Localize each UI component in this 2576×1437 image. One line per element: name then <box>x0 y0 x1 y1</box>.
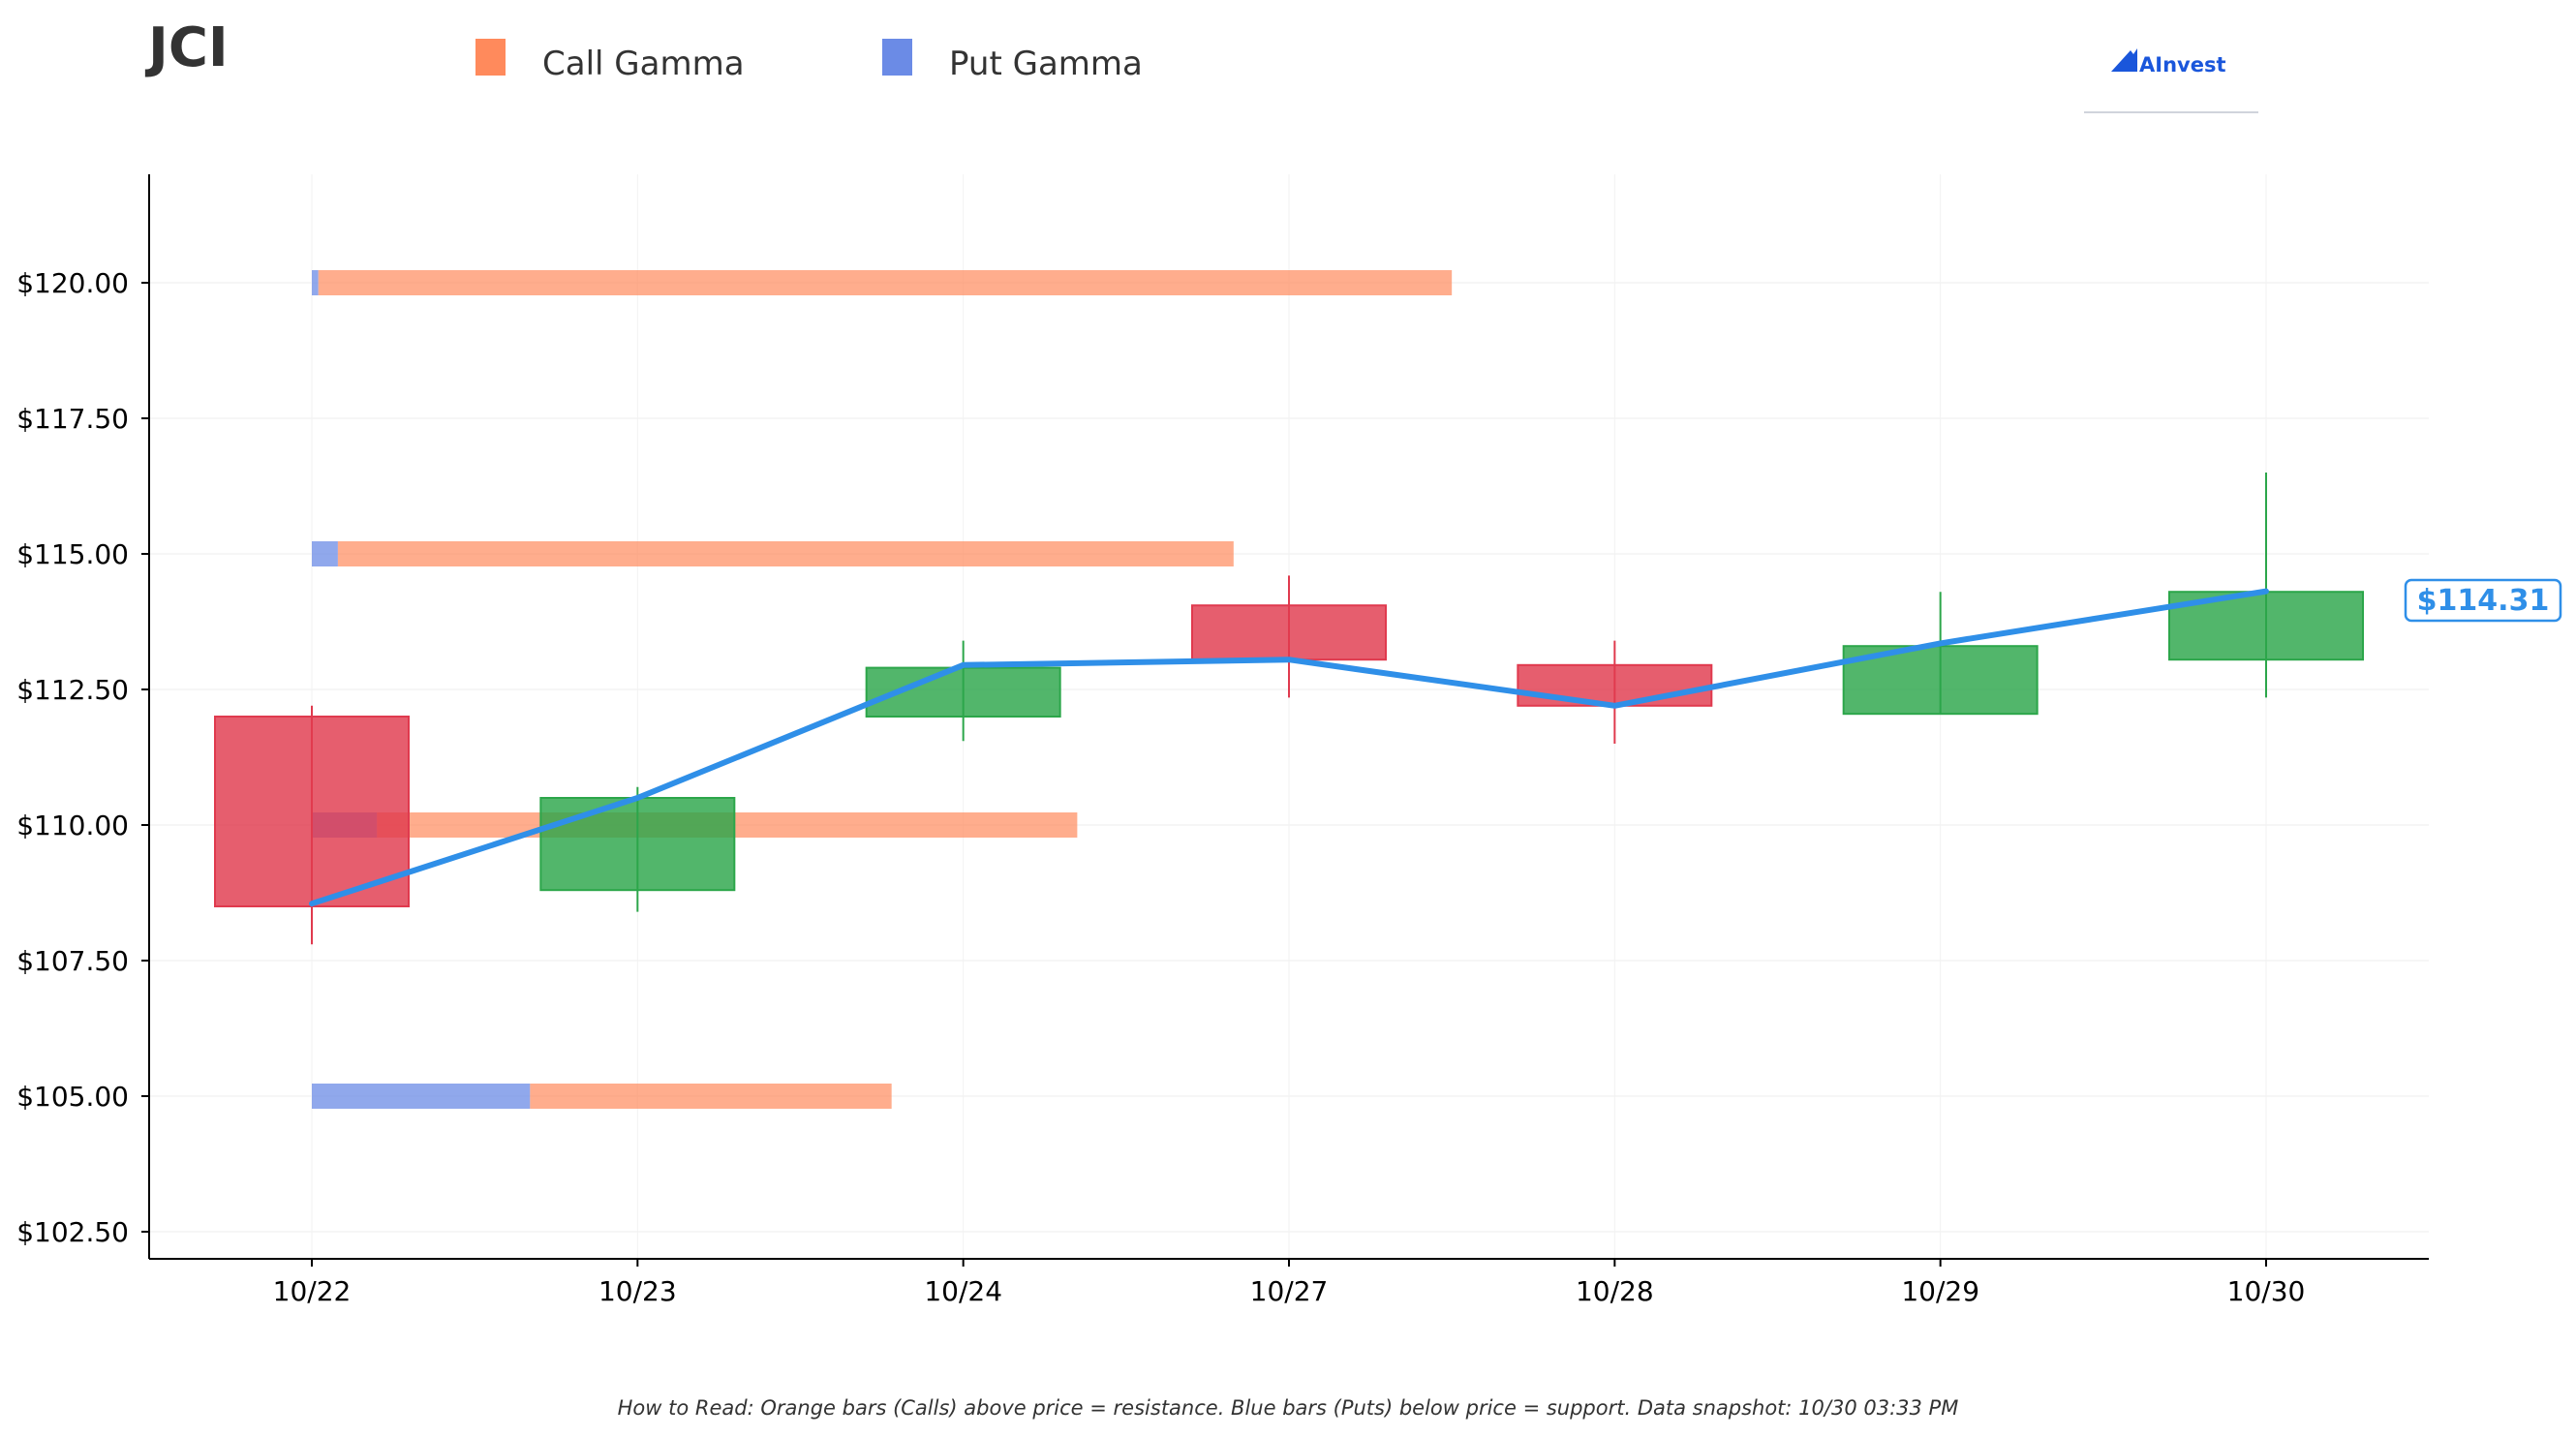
ainvest-logo: AInvest <box>2084 48 2258 113</box>
current-price-label: $114.31 <box>2417 584 2550 618</box>
close-price-line <box>309 588 2269 907</box>
put-gamma-bar <box>312 541 338 566</box>
call-gamma-bar <box>337 541 1234 566</box>
legend-call-swatch <box>475 39 506 76</box>
y-tick-label: $107.50 <box>16 945 129 977</box>
legend: Call Gamma Put Gamma <box>475 39 1143 83</box>
y-tick-labels: $102.50 $105.00 $107.50 $110.00 $112.50 $115.… <box>16 267 149 1248</box>
y-tick-label: $105.00 <box>16 1081 129 1113</box>
call-gamma-bar <box>530 1084 892 1109</box>
x-tick-label: 10/30 <box>2227 1275 2306 1307</box>
candle-body <box>1517 663 1713 707</box>
candle-body <box>1191 604 1387 661</box>
put-gamma-bar <box>312 1084 531 1109</box>
legend-put-label: Put Gamma <box>949 45 1143 83</box>
y-tick-label: $117.50 <box>16 403 129 435</box>
y-tick-label: $112.50 <box>16 674 129 706</box>
y-tick-label: $102.50 <box>16 1216 129 1248</box>
current-price-badge: $114.31 <box>2404 578 2562 623</box>
x-tick-label: 10/28 <box>1576 1275 1654 1307</box>
y-tick-label: $110.00 <box>16 810 129 841</box>
x-tick-label: 10/29 <box>1901 1275 1979 1307</box>
price-line <box>309 588 2269 907</box>
logo-text: AInvest <box>2139 53 2226 76</box>
chart-title: JCI <box>144 16 229 79</box>
how-to-read-note: How to Read: Orange bars (Calls) above p… <box>618 1396 1959 1420</box>
y-tick-label: $120.00 <box>16 267 129 299</box>
call-gamma-bar <box>318 270 1453 295</box>
logo-mark-icon <box>2111 48 2137 72</box>
y-tick-label: $115.00 <box>16 538 129 570</box>
x-tick-label: 10/27 <box>1250 1275 1329 1307</box>
x-tick-label: 10/22 <box>273 1275 352 1307</box>
current-price-box <box>2404 578 2562 623</box>
candle-body <box>214 716 410 907</box>
x-tick-label: 10/23 <box>598 1275 677 1307</box>
x-tick-label: 10/24 <box>924 1275 1002 1307</box>
legend-put-swatch <box>882 39 912 76</box>
put-gamma-bar <box>312 270 319 295</box>
candle-body <box>539 797 736 892</box>
x-tick-labels: 10/22 10/23 10/24 10/27 10/28 10/29 10/30 <box>273 1259 2306 1307</box>
legend-call-label: Call Gamma <box>542 45 745 83</box>
